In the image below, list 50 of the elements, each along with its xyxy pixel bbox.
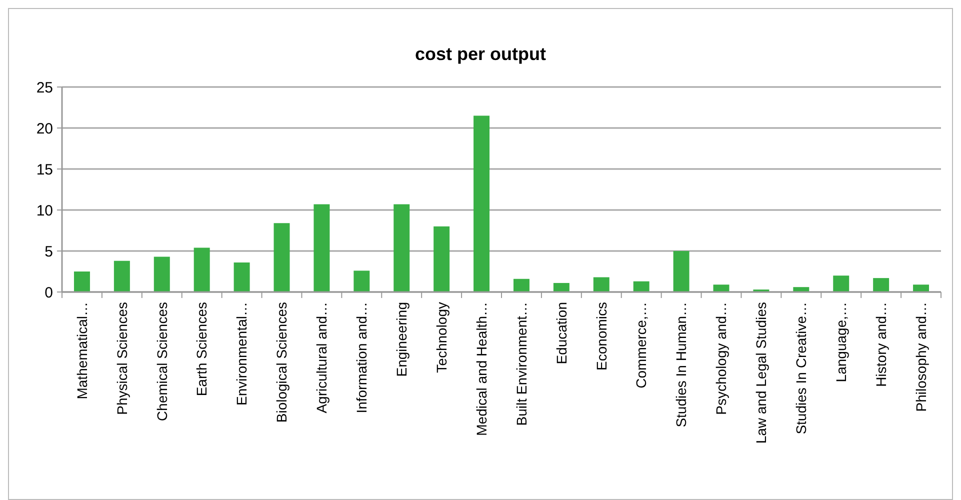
x-tick-label: Philosophy and… <box>912 302 929 412</box>
bar <box>434 226 450 292</box>
x-tick-label: Education <box>553 302 570 364</box>
bar <box>513 278 530 292</box>
chart-title: cost per output <box>415 44 546 64</box>
bar <box>274 223 290 292</box>
bar <box>354 270 370 292</box>
bar <box>394 204 410 292</box>
x-tick-label: Built Environment… <box>513 302 530 426</box>
bar <box>553 282 570 292</box>
bar <box>713 284 730 292</box>
bar <box>74 272 90 292</box>
bar <box>114 260 130 292</box>
bar <box>194 248 210 292</box>
x-tick-label: Studies In Human… <box>673 302 690 428</box>
x-tick-label: Information and… <box>354 302 370 414</box>
x-tick-label: Chemical Sciences <box>154 302 170 422</box>
x-tick-label: History and… <box>872 302 889 387</box>
y-tick-label: 0 <box>44 284 53 302</box>
bar <box>793 287 810 292</box>
bar <box>154 256 170 292</box>
bar <box>593 277 610 292</box>
bar <box>913 284 930 292</box>
x-tick-label: Psychology and… <box>713 302 730 415</box>
bar <box>633 281 650 292</box>
x-tick-label: Mathematical… <box>74 302 90 400</box>
x-tick-label: Studies In Creative… <box>793 302 810 434</box>
y-tick-label: 25 <box>36 79 53 96</box>
x-tick-label: Medical and Health… <box>473 302 490 436</box>
bar <box>873 278 890 292</box>
y-tick-label: 15 <box>36 161 53 178</box>
x-tick-label: Economics <box>593 302 610 370</box>
x-tick-label: Physical Sciences <box>114 302 130 415</box>
x-tick-label: Technology <box>433 302 450 373</box>
bar <box>474 116 490 292</box>
y-tick-label: 20 <box>36 120 53 138</box>
bar <box>234 262 250 292</box>
x-tick-label: Language,… <box>833 302 850 382</box>
bar <box>673 251 690 292</box>
x-tick-label: Agricultural and… <box>314 302 330 414</box>
x-tick-label: Biological Sciences <box>274 302 290 423</box>
y-tick-label: 5 <box>44 243 53 260</box>
bar <box>833 276 850 292</box>
x-tick-label: Engineering <box>394 302 410 377</box>
x-tick-label: Commerce,… <box>633 302 650 388</box>
x-tick-label: Earth Sciences <box>194 302 210 396</box>
bar <box>314 204 330 292</box>
x-tick-label: Environmental… <box>234 302 250 406</box>
x-tick-label: Law and Legal Studies <box>753 302 770 444</box>
y-tick-label: 10 <box>36 202 53 220</box>
